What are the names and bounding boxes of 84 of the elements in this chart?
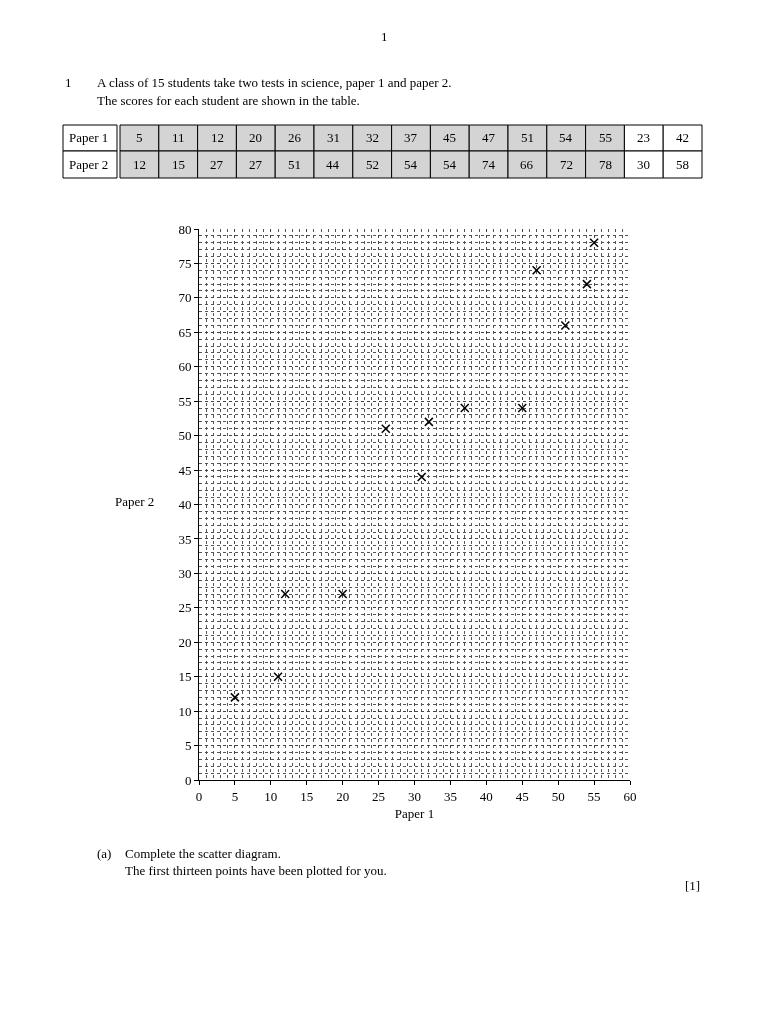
text: 11 [172, 130, 185, 145]
x-tick-label: 45 [515, 788, 529, 804]
text: 42 [676, 130, 689, 145]
point [273, 671, 283, 682]
x-tick-label: 40 [479, 788, 493, 804]
chart-title: A class of 15 students take two tests in science, paper 1 and paper 2. [97, 75, 452, 90]
point [517, 403, 527, 413]
y-tick-label: 75 [178, 255, 192, 271]
text: 52 [366, 157, 379, 172]
text: 37 [404, 130, 418, 145]
y-tick-label: 20 [178, 634, 192, 650]
text: (a) [97, 846, 112, 861]
text: 32 [366, 130, 379, 145]
text: 27 [210, 157, 224, 172]
x-tick-label: 30 [408, 788, 421, 804]
text: 12 [133, 157, 146, 172]
y-tick-label: 65 [178, 324, 192, 340]
x-tick-label: 50 [551, 788, 565, 804]
text: 20 [249, 130, 262, 145]
text: 1 [381, 29, 388, 44]
y-tick-label: 5 [184, 738, 192, 754]
text: 66 [520, 157, 534, 172]
text: 31 [327, 130, 340, 145]
text: 54 [404, 157, 418, 172]
text: Complete the scatter diagram. [125, 846, 281, 861]
text: [1] [685, 878, 701, 893]
y-tick-label: 40 [178, 497, 192, 513]
y-axis-title: Paper 2 [115, 494, 155, 509]
point [424, 417, 434, 427]
y-tick-label: 45 [178, 462, 192, 478]
x-tick-label: 0 [195, 788, 203, 804]
text: The first thirteen points have been plotted for you. [125, 863, 387, 878]
text: 74 [482, 157, 496, 172]
point [589, 238, 599, 248]
text: 58 [676, 157, 689, 172]
point [582, 279, 592, 289]
x-tick-label: 10 [264, 788, 278, 804]
y-tick-label: 15 [178, 669, 192, 685]
y-tick-label: 55 [178, 393, 192, 409]
text: 72 [560, 157, 573, 172]
x-tick-label: 5 [231, 788, 239, 804]
point [560, 320, 571, 331]
x-tick-label: 20 [336, 788, 350, 804]
y-tick-label: 80 [178, 221, 192, 237]
text: 51 [288, 157, 301, 172]
point [416, 472, 427, 482]
text: 30 [637, 157, 650, 172]
point [280, 589, 290, 599]
x-tick-label: 60 [623, 788, 637, 804]
point [531, 265, 542, 276]
point [337, 589, 348, 599]
y-tick-label: 60 [178, 359, 192, 375]
point [230, 692, 240, 703]
x-tick-label: 15 [300, 788, 314, 804]
text: 44 [326, 157, 340, 172]
y-tick-label: 10 [178, 703, 192, 719]
point [460, 403, 470, 413]
text: 45 [443, 130, 456, 145]
y-tick-label: 25 [178, 600, 192, 616]
text: 5 [136, 130, 143, 145]
y-tick-label: 35 [178, 531, 192, 547]
text: Paper 1 [69, 130, 109, 145]
text: 54 [443, 157, 457, 172]
text: 1 [65, 75, 72, 90]
text: 27 [249, 157, 263, 172]
text: 12 [211, 130, 224, 145]
y-tick-label: 30 [178, 565, 192, 581]
y-tick-label: 50 [178, 428, 192, 444]
y-tick-label: 70 [178, 290, 192, 306]
text: 55 [599, 130, 612, 145]
x-tick-label: 35 [443, 788, 457, 804]
text: 23 [637, 130, 650, 145]
text: 26 [288, 130, 302, 145]
text: 51 [521, 130, 534, 145]
text: 78 [599, 157, 612, 172]
chart-subtitle: The scores for each student are shown in the table. [97, 93, 360, 108]
text: 54 [559, 130, 573, 145]
point [381, 423, 391, 434]
x-tick-label: 55 [587, 788, 601, 804]
x-axis-title: Paper 1 [394, 806, 435, 822]
y-tick-label: 0 [184, 772, 192, 788]
x-tick-label: 25 [372, 788, 386, 804]
text: 47 [482, 130, 496, 145]
text: Paper 2 [69, 157, 109, 172]
